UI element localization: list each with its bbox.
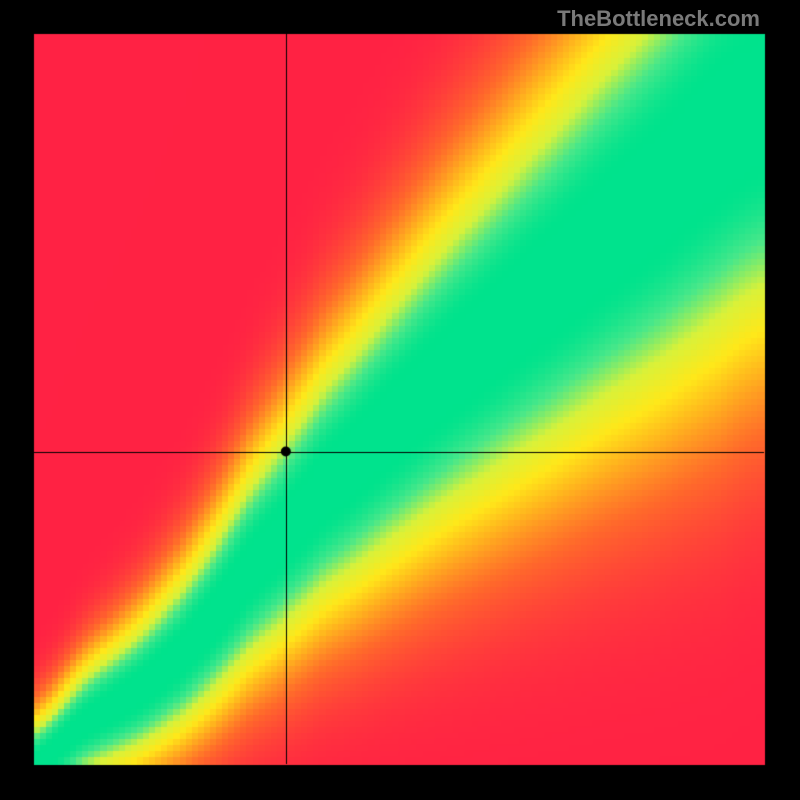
watermark-text: TheBottleneck.com: [557, 6, 760, 32]
heatmap-canvas: [0, 0, 800, 800]
chart-container: TheBottleneck.com: [0, 0, 800, 800]
